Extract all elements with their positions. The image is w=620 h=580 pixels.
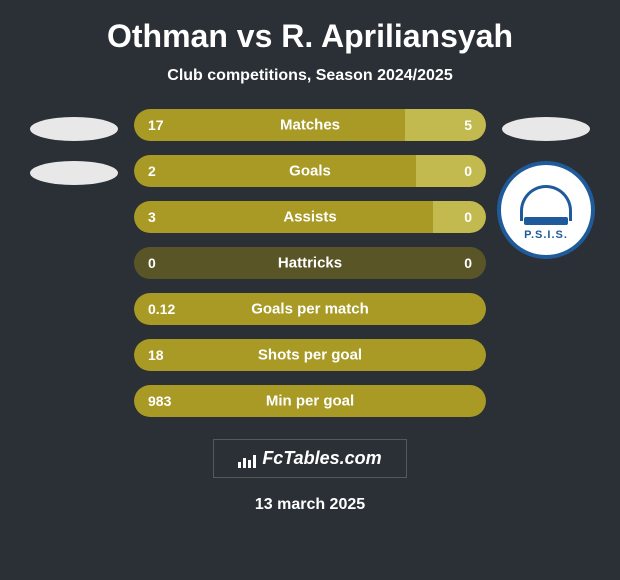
stat-bar-fill-left — [134, 109, 405, 141]
stat-label: Shots per goal — [258, 347, 362, 364]
stat-value-left: 3 — [148, 209, 156, 225]
stat-bar: 17 Matches 5 — [134, 109, 486, 141]
subtitle: Club competitions, Season 2024/2025 — [167, 67, 452, 85]
right-side-column: P.S.I.S. — [496, 109, 596, 259]
stat-bar: 3 Assists 0 — [134, 201, 486, 233]
watermark-text: FcTables.com — [262, 448, 381, 469]
stat-value-left: 2 — [148, 163, 156, 179]
club-logo-placeholder — [30, 161, 118, 185]
stat-label: Goals — [289, 163, 331, 180]
stat-bar: 18 Shots per goal — [134, 339, 486, 371]
stat-bar-fill-right — [405, 109, 486, 141]
stat-bar: 0 Hattricks 0 — [134, 247, 486, 279]
stat-value-left: 0.12 — [148, 301, 175, 317]
comparison-row: 17 Matches 5 2 Goals 0 3 Assists 0 0 Hattricks 0 0.1… — [0, 109, 620, 417]
stats-bars: 17 Matches 5 2 Goals 0 3 Assists 0 0 Hattricks 0 0.1… — [134, 109, 486, 417]
stat-label: Matches — [280, 117, 340, 134]
stat-value-left: 18 — [148, 347, 164, 363]
stat-value-right: 0 — [464, 209, 472, 225]
bar-chart-icon — [238, 452, 256, 466]
left-side-column — [24, 109, 124, 185]
stat-bar: 2 Goals 0 — [134, 155, 486, 187]
stat-label: Goals per match — [251, 301, 369, 318]
stat-label: Hattricks — [278, 255, 342, 272]
stat-value-right: 0 — [464, 255, 472, 271]
club-logo-arc-icon — [520, 185, 572, 221]
player-photo-placeholder — [502, 117, 590, 141]
date-text: 13 march 2025 — [255, 496, 365, 514]
stat-bar: 0.12 Goals per match — [134, 293, 486, 325]
club-logo-base-icon — [524, 217, 568, 225]
page-title: Othman vs R. Apriliansyah — [107, 18, 513, 55]
stat-label: Assists — [283, 209, 336, 226]
watermark: FcTables.com — [213, 439, 406, 478]
stat-bar-fill-left — [134, 155, 416, 187]
stat-value-left: 983 — [148, 393, 171, 409]
player-photo-placeholder — [30, 117, 118, 141]
stat-bar-fill-right — [416, 155, 486, 187]
club-logo-text: P.S.I.S. — [524, 229, 568, 241]
stat-label: Min per goal — [266, 393, 354, 410]
stat-bar-fill-right — [433, 201, 486, 233]
club-logo-psis: P.S.I.S. — [497, 161, 595, 259]
stat-value-right: 5 — [464, 117, 472, 133]
stat-value-left: 0 — [148, 255, 156, 271]
stat-value-left: 17 — [148, 117, 164, 133]
stat-value-right: 0 — [464, 163, 472, 179]
stat-bar: 983 Min per goal — [134, 385, 486, 417]
